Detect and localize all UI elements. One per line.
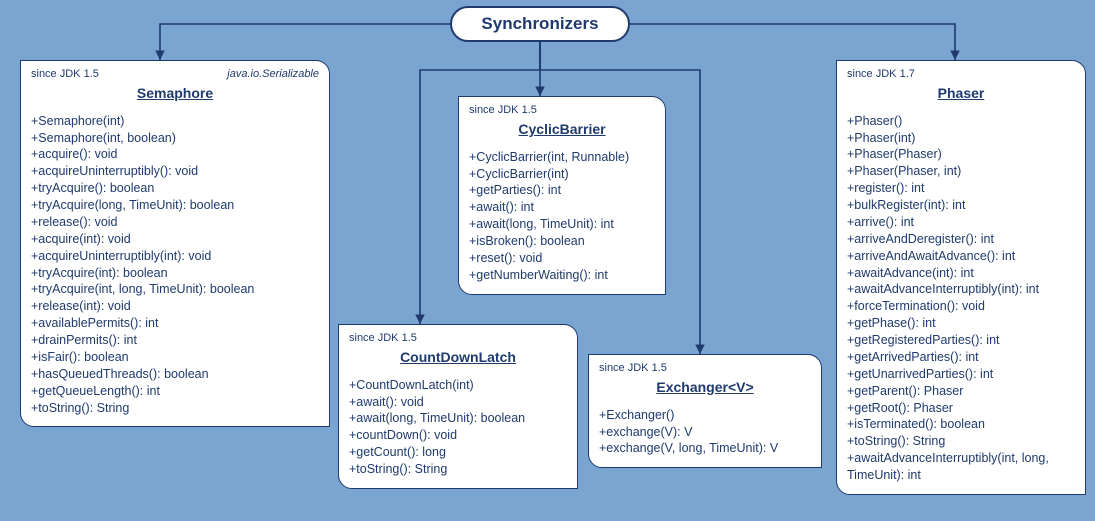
method-item: +Exchanger() (599, 407, 811, 424)
method-item: +register(): int (847, 180, 1075, 197)
root-label: Synchronizers (481, 14, 598, 33)
method-item: +getParent(): Phaser (847, 383, 1075, 400)
method-item: +acquire(int): void (31, 231, 319, 248)
method-item: +isFair(): boolean (31, 349, 319, 366)
method-item: +acquireUninterruptibly(): void (31, 163, 319, 180)
method-item: +awaitAdvanceInterruptibly(int): int (847, 281, 1075, 298)
method-item: +tryAcquire(int, long, TimeUnit): boolea… (31, 281, 319, 298)
method-item: +exchange(V, long, TimeUnit): V (599, 440, 811, 457)
method-item: +Phaser() (847, 113, 1075, 130)
method-item: +toString(): String (847, 433, 1075, 450)
method-item: +toString(): String (349, 461, 567, 478)
class-box-cyclicbarrier: since JDK 1.5 CyclicBarrier +CyclicBarri… (458, 96, 666, 295)
method-item: +getPhase(): int (847, 315, 1075, 332)
method-item: +getRegisteredParties(): int (847, 332, 1075, 349)
method-item: +getCount(): long (349, 444, 567, 461)
since-label: since JDK 1.5 (599, 361, 667, 376)
interface-label: java.io.Serializable (227, 67, 319, 82)
method-item: +tryAcquire(long, TimeUnit): boolean (31, 197, 319, 214)
method-item: +awaitAdvance(int): int (847, 265, 1075, 282)
method-item: +isBroken(): boolean (469, 233, 655, 250)
class-title: Phaser (847, 84, 1075, 103)
class-title: CountDownLatch (349, 348, 567, 367)
method-item: +Phaser(Phaser) (847, 146, 1075, 163)
method-item: +countDown(): void (349, 427, 567, 444)
class-box-semaphore: since JDK 1.5 java.io.Serializable Semap… (20, 60, 330, 427)
method-list: +Phaser()+Phaser(int)+Phaser(Phaser)+Pha… (847, 113, 1075, 484)
class-title: CyclicBarrier (469, 120, 655, 139)
method-item: +tryAcquire(int): boolean (31, 265, 319, 282)
method-item: +acquire(): void (31, 146, 319, 163)
method-list: +Exchanger()+exchange(V): V+exchange(V, … (599, 407, 811, 458)
class-title: Semaphore (31, 84, 319, 103)
method-item: +release(): void (31, 214, 319, 231)
method-list: +CyclicBarrier(int, Runnable)+CyclicBarr… (469, 149, 655, 284)
method-item: +drainPermits(): int (31, 332, 319, 349)
class-box-phaser: since JDK 1.7 Phaser +Phaser()+Phaser(in… (836, 60, 1086, 495)
method-item: +CyclicBarrier(int, Runnable) (469, 149, 655, 166)
method-item: +getArrivedParties(): int (847, 349, 1075, 366)
method-item: +bulkRegister(int): int (847, 197, 1075, 214)
method-item: +CountDownLatch(int) (349, 377, 567, 394)
method-item: +reset(): void (469, 250, 655, 267)
since-label: since JDK 1.7 (847, 67, 915, 82)
since-label: since JDK 1.5 (469, 103, 537, 118)
method-item: +availablePermits(): int (31, 315, 319, 332)
method-item: +toString(): String (31, 400, 319, 417)
method-item: +forceTermination(): void (847, 298, 1075, 315)
since-label: since JDK 1.5 (349, 331, 417, 346)
method-list: +Semaphore(int)+Semaphore(int, boolean)+… (31, 113, 319, 417)
method-item: +await(long, TimeUnit): int (469, 216, 655, 233)
method-item: +getQueueLength(): int (31, 383, 319, 400)
method-item: +awaitAdvanceInterruptibly(int, long, Ti… (847, 450, 1075, 484)
class-box-countdownlatch: since JDK 1.5 CountDownLatch +CountDownL… (338, 324, 578, 489)
since-label: since JDK 1.5 (31, 67, 99, 82)
method-item: +isTerminated(): boolean (847, 416, 1075, 433)
class-box-exchanger: since JDK 1.5 Exchanger<V> +Exchanger()+… (588, 354, 822, 468)
method-item: +Phaser(int) (847, 130, 1075, 147)
method-item: +release(int): void (31, 298, 319, 315)
method-item: +getUnarrivedParties(): int (847, 366, 1075, 383)
method-item: +await(): void (349, 394, 567, 411)
method-item: +arriveAndAwaitAdvance(): int (847, 248, 1075, 265)
method-item: +arrive(): int (847, 214, 1075, 231)
method-item: +arriveAndDeregister(): int (847, 231, 1075, 248)
method-item: +Phaser(Phaser, int) (847, 163, 1075, 180)
method-item: +getParties(): int (469, 182, 655, 199)
method-item: +await(): int (469, 199, 655, 216)
method-item: +await(long, TimeUnit): boolean (349, 410, 567, 427)
method-item: +Semaphore(int) (31, 113, 319, 130)
method-item: +acquireUninterruptibly(int): void (31, 248, 319, 265)
method-item: +Semaphore(int, boolean) (31, 130, 319, 147)
method-item: +exchange(V): V (599, 424, 811, 441)
method-item: +getNumberWaiting(): int (469, 267, 655, 284)
method-item: +getRoot(): Phaser (847, 400, 1075, 417)
class-title: Exchanger<V> (599, 378, 811, 397)
method-list: +CountDownLatch(int)+await(): void+await… (349, 377, 567, 478)
method-item: +tryAcquire(): boolean (31, 180, 319, 197)
method-item: +hasQueuedThreads(): boolean (31, 366, 319, 383)
method-item: +CyclicBarrier(int) (469, 166, 655, 183)
root-node: Synchronizers (450, 6, 630, 42)
